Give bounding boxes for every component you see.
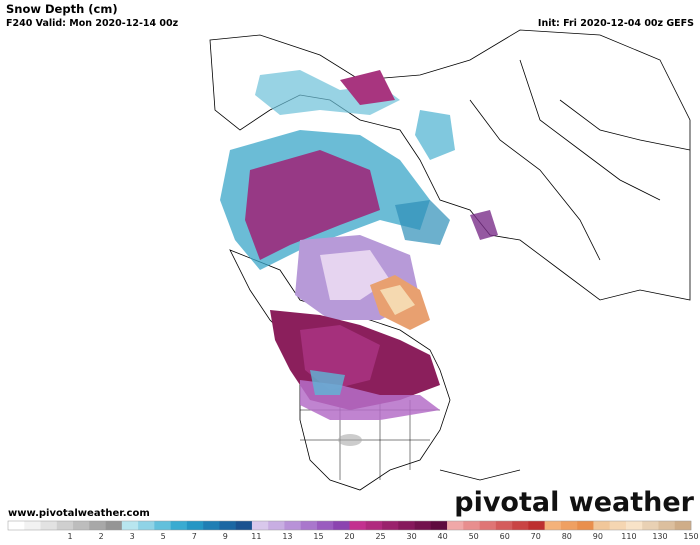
- title: Snow Depth (cm): [6, 2, 118, 16]
- colorbar-label: 9: [223, 532, 228, 541]
- colorbar-swatch: [544, 521, 562, 530]
- colorbar-label: 7: [192, 532, 197, 541]
- colorbar-label: 15: [313, 532, 323, 541]
- colorbar-label: 110: [621, 532, 636, 541]
- colorbar-swatch: [625, 521, 643, 530]
- colorbar-swatch: [333, 521, 350, 530]
- colorbar-label: 50: [469, 532, 479, 541]
- colorbar-label: 130: [652, 532, 667, 541]
- colorbar-swatch: [430, 521, 448, 530]
- colorbar-swatch: [40, 521, 58, 530]
- colorbar-swatch: [138, 521, 155, 530]
- colorbar-swatch: [593, 521, 610, 530]
- colorbar-label: 5: [161, 532, 166, 541]
- colorbar-swatch: [609, 521, 627, 530]
- colorbar-label: 1: [68, 532, 73, 541]
- website: www.pivotalweather.com: [8, 508, 150, 519]
- colorbar-label: 80: [562, 532, 572, 541]
- colorbar-swatch: [316, 521, 334, 530]
- colorbar-swatch: [349, 521, 367, 530]
- colorbar-swatch: [203, 521, 220, 530]
- colorbar-swatch: [8, 521, 25, 530]
- colorbar-swatch: [479, 521, 497, 530]
- snow-fields: [220, 70, 498, 446]
- colorbar-label: 30: [406, 532, 416, 541]
- colorbar-swatch: [121, 521, 139, 530]
- colorbar-swatch: [674, 521, 692, 530]
- colorbar-label: 150: [683, 532, 698, 541]
- colorbar-label: 3: [130, 532, 135, 541]
- colorbar-swatch: [170, 521, 188, 530]
- colorbar-label: 60: [500, 532, 510, 541]
- colorbar-swatch: [577, 521, 594, 530]
- colorbar-frame: [7, 520, 692, 531]
- colorbar: 1 2 3 5 7 9 11 13 15 20 25 30 40 50 60 70 80 90 110 130 150: [7, 520, 699, 541]
- colorbar-swatch: [447, 521, 464, 530]
- colorbar-swatch: [24, 521, 41, 530]
- colorbar-label: 2: [99, 532, 104, 541]
- colorbar-swatch: [73, 521, 90, 530]
- colorbar-swatch: [528, 521, 545, 530]
- colorbar-swatch: [560, 521, 578, 530]
- colorbar-swatch: [414, 521, 432, 530]
- colorbar-label: 90: [593, 532, 603, 541]
- colorbar-label: 13: [282, 532, 292, 541]
- colorbar-label: 20: [344, 532, 354, 541]
- colorbar-label: 70: [531, 532, 541, 541]
- colorbar-swatch: [512, 521, 529, 530]
- logo: pivotal weather: [454, 487, 694, 518]
- colorbar-swatch: [219, 521, 236, 530]
- colorbar-swatch: [154, 521, 171, 530]
- colorbar-swatch: [268, 521, 285, 530]
- colorbar-swatch: [642, 521, 659, 530]
- colorbar-label: 25: [375, 532, 385, 541]
- colorbar-swatch: [398, 521, 415, 530]
- colorbar-swatch: [300, 521, 318, 530]
- colorbar-swatch: [89, 521, 106, 530]
- colorbar-swatch: [251, 521, 269, 530]
- colorbar-label: 11: [251, 532, 261, 541]
- colorbar-label: 40: [438, 532, 448, 541]
- colorbar-swatch: [463, 521, 480, 530]
- valid-time: F240 Valid: Mon 2020-12-14 00z: [6, 18, 179, 29]
- colorbar-swatch: [658, 521, 676, 530]
- colorbar-swatch: [235, 521, 253, 530]
- colorbar-swatch: [284, 521, 302, 530]
- colorbar-swatch: [382, 521, 399, 530]
- colorbar-swatch: [186, 521, 204, 530]
- init-time: Init: Fri 2020-12-04 00z GEFS: [538, 18, 694, 29]
- colorbar-swatch: [105, 521, 123, 530]
- colorbar-swatch: [56, 521, 74, 530]
- colorbar-swatch: [365, 521, 383, 530]
- colorbar-swatch: [495, 521, 513, 530]
